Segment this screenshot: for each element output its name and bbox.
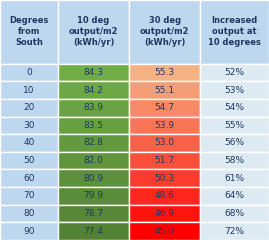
Bar [0, 134, 58, 152]
Text: 10: 10 [23, 86, 35, 95]
Text: 72%: 72% [225, 227, 245, 236]
Bar [129, 81, 200, 99]
Bar [0, 205, 58, 222]
Text: 56%: 56% [225, 138, 245, 147]
Bar [129, 99, 200, 117]
Bar [0, 0, 58, 64]
Text: 68%: 68% [225, 209, 245, 218]
Bar [129, 222, 200, 240]
Text: 52%: 52% [225, 68, 245, 77]
Bar [200, 99, 269, 117]
Bar [200, 152, 269, 169]
Bar [58, 99, 129, 117]
Text: 20: 20 [23, 103, 35, 112]
Text: 55.1: 55.1 [155, 86, 175, 95]
Text: 90: 90 [23, 227, 35, 236]
Text: Degrees
from
South: Degrees from South [9, 16, 49, 48]
Text: 55%: 55% [225, 121, 245, 130]
Bar [0, 187, 58, 205]
Text: 50: 50 [23, 156, 35, 165]
Text: 84.2: 84.2 [84, 86, 103, 95]
Text: 51.7: 51.7 [155, 156, 175, 165]
Bar [129, 187, 200, 205]
Bar [129, 64, 200, 81]
Text: 53%: 53% [225, 86, 245, 95]
Text: 60: 60 [23, 174, 35, 183]
Bar [129, 152, 200, 169]
Bar [58, 64, 129, 81]
Text: 53.0: 53.0 [155, 138, 175, 147]
Bar [0, 99, 58, 117]
Bar [58, 0, 129, 64]
Bar [200, 0, 269, 64]
Bar [200, 187, 269, 205]
Text: 54.7: 54.7 [155, 103, 175, 112]
Text: 0: 0 [26, 68, 32, 77]
Text: 50.3: 50.3 [155, 174, 175, 183]
Bar [58, 152, 129, 169]
Bar [200, 222, 269, 240]
Bar [58, 134, 129, 152]
Text: 45.0: 45.0 [155, 227, 175, 236]
Bar [200, 117, 269, 134]
Bar [0, 64, 58, 81]
Text: 80.9: 80.9 [83, 174, 104, 183]
Text: 61%: 61% [225, 174, 245, 183]
Text: 30 deg
output/m2
(kWh/yr): 30 deg output/m2 (kWh/yr) [140, 16, 190, 48]
Bar [200, 205, 269, 222]
Bar [58, 169, 129, 187]
Text: 46.9: 46.9 [155, 209, 175, 218]
Bar [58, 222, 129, 240]
Text: 78.7: 78.7 [83, 209, 104, 218]
Text: 80: 80 [23, 209, 35, 218]
Text: 83.9: 83.9 [83, 103, 104, 112]
Bar [200, 81, 269, 99]
Bar [0, 169, 58, 187]
Text: 30: 30 [23, 121, 35, 130]
Bar [200, 134, 269, 152]
Bar [129, 205, 200, 222]
Bar [0, 222, 58, 240]
Text: 54%: 54% [225, 103, 245, 112]
Bar [200, 64, 269, 81]
Bar [58, 117, 129, 134]
Text: 77.4: 77.4 [83, 227, 104, 236]
Text: 64%: 64% [225, 192, 245, 200]
Text: 48.6: 48.6 [155, 192, 175, 200]
Bar [0, 117, 58, 134]
Text: 58%: 58% [225, 156, 245, 165]
Text: Increased
output at
10 degrees: Increased output at 10 degrees [208, 16, 261, 48]
Bar [129, 169, 200, 187]
Bar [0, 81, 58, 99]
Bar [0, 152, 58, 169]
Text: 53.9: 53.9 [155, 121, 175, 130]
Text: 70: 70 [23, 192, 35, 200]
Bar [58, 81, 129, 99]
Text: 82.0: 82.0 [83, 156, 104, 165]
Text: 79.9: 79.9 [83, 192, 104, 200]
Bar [129, 117, 200, 134]
Bar [58, 187, 129, 205]
Bar [129, 134, 200, 152]
Text: 82.8: 82.8 [83, 138, 104, 147]
Text: 55.3: 55.3 [155, 68, 175, 77]
Bar [58, 205, 129, 222]
Text: 40: 40 [23, 138, 35, 147]
Text: 10 deg
output/m2
(kWh/yr): 10 deg output/m2 (kWh/yr) [69, 16, 118, 48]
Text: 83.5: 83.5 [83, 121, 104, 130]
Bar [129, 0, 200, 64]
Bar [200, 169, 269, 187]
Text: 84.3: 84.3 [83, 68, 104, 77]
